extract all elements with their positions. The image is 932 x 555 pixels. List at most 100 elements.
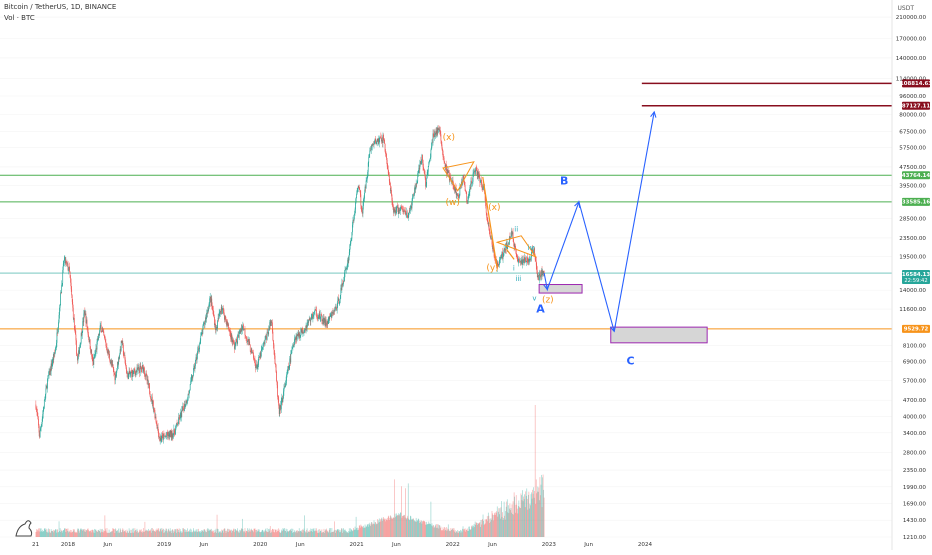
price-tick-label: 19500.00 bbox=[899, 255, 926, 261]
candle-body bbox=[111, 364, 113, 365]
candle-body bbox=[194, 365, 196, 369]
volume-bar bbox=[386, 517, 388, 537]
volume-bar bbox=[325, 529, 326, 537]
volume-bar bbox=[453, 530, 454, 537]
volume-bar bbox=[392, 517, 394, 537]
candle-body bbox=[147, 379, 149, 385]
candle-body bbox=[208, 302, 210, 309]
candle-body bbox=[51, 363, 53, 367]
candle-body bbox=[294, 337, 296, 340]
candle-body bbox=[539, 273, 541, 275]
candle-body bbox=[252, 352, 254, 354]
candle-body bbox=[497, 264, 499, 266]
volume-bar bbox=[432, 526, 433, 537]
candle-body bbox=[89, 339, 90, 343]
candle-body bbox=[532, 248, 533, 253]
candle-body bbox=[168, 432, 170, 437]
volume-bar bbox=[275, 529, 277, 537]
volume-bar bbox=[528, 491, 530, 537]
volume-bar bbox=[504, 515, 505, 537]
candle-body bbox=[66, 262, 68, 264]
volume-bar bbox=[471, 525, 472, 537]
volume-bar bbox=[235, 530, 237, 537]
volume-bar bbox=[78, 530, 80, 537]
volume-bar bbox=[100, 532, 102, 537]
volume-bar bbox=[521, 500, 523, 537]
candle-body bbox=[309, 319, 311, 321]
volume-bar bbox=[324, 532, 325, 537]
candle-body bbox=[191, 376, 193, 379]
volume-bar bbox=[56, 532, 57, 537]
candle-body bbox=[100, 324, 102, 332]
volume-bar bbox=[206, 531, 207, 537]
volume-bar bbox=[497, 511, 499, 537]
time-tick-label: 21 bbox=[32, 542, 40, 548]
volume-bar bbox=[130, 532, 132, 537]
volume-bar bbox=[500, 507, 502, 537]
candle-body bbox=[311, 313, 313, 317]
candle-body bbox=[155, 416, 156, 419]
volume-bar bbox=[235, 528, 236, 537]
volume-bar bbox=[270, 532, 272, 537]
candle-body bbox=[251, 348, 253, 351]
volume-bar bbox=[193, 528, 194, 537]
candle-body bbox=[283, 387, 285, 392]
volume-bar bbox=[515, 512, 517, 537]
volume-bar bbox=[491, 510, 493, 537]
volume-bar bbox=[178, 529, 179, 537]
candle-body bbox=[124, 354, 126, 360]
price-tick-label: 170000.00 bbox=[896, 36, 927, 42]
candle-body bbox=[381, 140, 383, 142]
volume-bar bbox=[488, 515, 490, 537]
candle-body bbox=[324, 318, 325, 323]
wave-label: B bbox=[560, 174, 568, 187]
volume-bar bbox=[303, 528, 305, 537]
candle-body bbox=[399, 208, 401, 211]
candle-body bbox=[125, 365, 127, 368]
volume-bar bbox=[183, 529, 185, 537]
candle-body bbox=[225, 315, 226, 319]
candle-body bbox=[193, 365, 195, 369]
volume-bar bbox=[211, 531, 213, 537]
candle-body bbox=[420, 161, 422, 165]
candle-body bbox=[457, 193, 459, 195]
volume-bar bbox=[151, 528, 153, 537]
candle-body bbox=[76, 340, 77, 354]
candle-body bbox=[216, 326, 218, 329]
candle-body bbox=[313, 314, 314, 317]
volume-bar bbox=[338, 530, 340, 537]
volume-bar bbox=[216, 514, 218, 537]
volume-bar bbox=[389, 515, 391, 537]
volume-bar bbox=[327, 531, 329, 537]
volume-bar bbox=[316, 530, 318, 537]
candle-body bbox=[233, 339, 234, 342]
volume-bar bbox=[470, 529, 472, 537]
candle-body bbox=[284, 386, 286, 387]
candle-body bbox=[187, 394, 189, 401]
candle-body bbox=[323, 317, 324, 325]
candle-body bbox=[206, 313, 207, 320]
candle-body bbox=[501, 254, 502, 259]
candle-body bbox=[115, 374, 116, 381]
volume-bar bbox=[69, 531, 70, 537]
volume-bar bbox=[446, 527, 448, 537]
candle-body bbox=[68, 270, 69, 271]
candle-body bbox=[82, 321, 84, 332]
candle-body bbox=[355, 197, 357, 202]
candle-body bbox=[79, 347, 80, 354]
candle-body bbox=[212, 308, 214, 311]
volume-bar bbox=[82, 529, 84, 537]
candle-body bbox=[527, 259, 529, 262]
volume-bar bbox=[89, 531, 90, 537]
volume-bar bbox=[421, 523, 423, 537]
candle-body bbox=[396, 207, 398, 211]
volume-bar bbox=[477, 523, 479, 537]
candle-body bbox=[318, 313, 320, 317]
volume-bar bbox=[389, 517, 391, 537]
volume-bar bbox=[161, 531, 163, 537]
candle-body bbox=[390, 190, 392, 191]
volume-bar bbox=[472, 525, 473, 537]
candle-body bbox=[462, 175, 464, 182]
volume-bar bbox=[117, 530, 118, 537]
